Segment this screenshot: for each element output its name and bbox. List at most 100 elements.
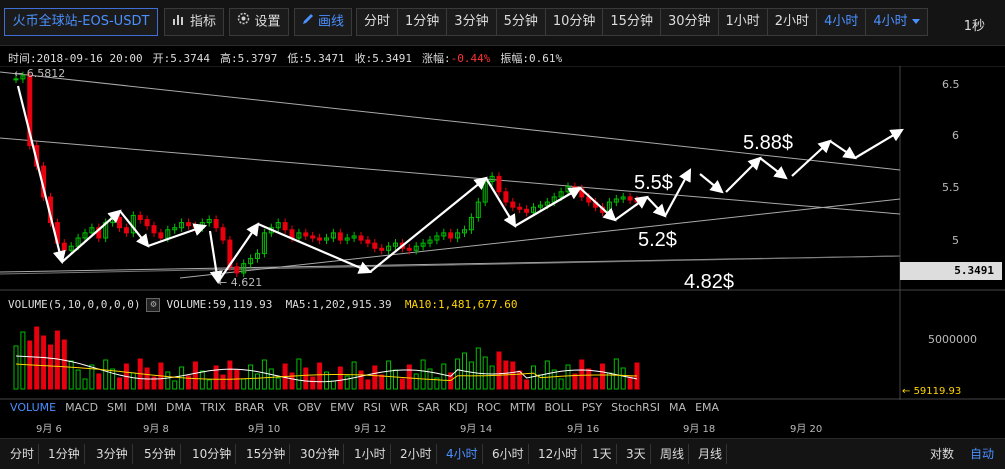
bb-4h[interactable]: 4小时: [442, 444, 483, 464]
ind-emv[interactable]: EMV: [330, 401, 355, 414]
period-1min[interactable]: 1分钟: [398, 9, 448, 35]
bb-3d[interactable]: 3天: [622, 444, 651, 464]
candle-body: [406, 247, 412, 251]
low-marker: ← 4.621: [218, 276, 262, 289]
bb-15min[interactable]: 15分钟: [242, 444, 291, 464]
ind-obv[interactable]: OBV: [297, 401, 322, 414]
bb-fenshi[interactable]: 分时: [6, 444, 40, 464]
volume-bar: [192, 361, 198, 390]
projection-arrow: [369, 176, 488, 273]
refresh-interval[interactable]: 1秒: [963, 19, 985, 34]
trend-line-rising[interactable]: [179, 198, 901, 279]
info-change-value: -0.44%: [450, 52, 491, 65]
volume-bar: [172, 380, 178, 390]
ind-sar[interactable]: SAR: [417, 401, 440, 414]
volume-bar: [48, 344, 53, 390]
settings-button[interactable]: 设置: [229, 8, 289, 36]
volume-bar: [365, 379, 371, 390]
projection-arrow: [16, 85, 66, 265]
volume-bar: [324, 371, 329, 390]
period-4h[interactable]: 4小时: [817, 9, 867, 35]
bb-3min[interactable]: 3分钟: [92, 444, 133, 464]
ind-mtm[interactable]: MTM: [509, 401, 536, 414]
volume-bar: [524, 379, 530, 390]
ind-boll[interactable]: BOLL: [544, 401, 573, 414]
ind-brar[interactable]: BRAR: [234, 401, 265, 414]
indicator-button[interactable]: 指标: [164, 8, 224, 36]
volume-bar: [199, 370, 205, 390]
trend-line-lower[interactable]: [0, 255, 901, 275]
ind-ma[interactable]: MA: [669, 401, 687, 414]
candle-body: [96, 227, 102, 239]
auto-scale-toggle[interactable]: 自动: [970, 447, 995, 461]
ind-roc[interactable]: ROC: [476, 401, 501, 414]
bb-1min[interactable]: 1分钟: [44, 444, 85, 464]
ind-dma[interactable]: DMA: [165, 401, 192, 414]
candle-body: [448, 232, 454, 239]
symbol-selector[interactable]: 火币全球站-EOS-USDT: [4, 8, 158, 36]
log-scale-toggle[interactable]: 对数: [930, 447, 955, 461]
kline-chart[interactable]: 6.5 6 5.5 5 5000000 ← 6.5812 ← 4.621 ← 5…: [0, 66, 1005, 400]
volume-bar: [496, 351, 502, 390]
period-5min[interactable]: 5分钟: [497, 9, 546, 35]
bb-12h[interactable]: 12小时: [534, 444, 583, 464]
ind-kdj[interactable]: KDJ: [448, 401, 468, 414]
bb-30min[interactable]: 30分钟: [296, 444, 345, 464]
period-3min[interactable]: 3分钟: [447, 9, 497, 35]
trend-line-mid[interactable]: [0, 137, 901, 215]
ind-smi[interactable]: SMI: [107, 401, 127, 414]
bb-10min[interactable]: 10分钟: [188, 444, 237, 464]
volume-bar: [310, 376, 316, 390]
trend-line-upper[interactable]: [0, 71, 901, 171]
projection-arrow: [829, 140, 857, 160]
candle-body: [572, 186, 578, 190]
period-30min[interactable]: 30分钟: [661, 9, 719, 35]
bb-2h[interactable]: 2小时: [396, 444, 437, 464]
period-fenshi[interactable]: 分时: [357, 9, 399, 35]
candle-body: [372, 242, 378, 249]
chart-canvas[interactable]: 6.5 6 5.5 5 5000000 ← 6.5812 ← 4.621 ← 5…: [0, 66, 1005, 400]
period-1h[interactable]: 1小时: [719, 9, 768, 35]
volume-bar: [572, 373, 578, 390]
volume-bar: [482, 356, 488, 390]
ind-stochrsi[interactable]: StochRSI: [611, 401, 661, 414]
volume-bar: [151, 376, 157, 390]
bb-6h[interactable]: 6小时: [488, 444, 529, 464]
ind-ema[interactable]: EMA: [695, 401, 720, 414]
current-price-tag: 5.3491: [900, 262, 1002, 280]
candle-body: [213, 219, 219, 229]
period-15min[interactable]: 15分钟: [603, 9, 661, 35]
projection-arrow: [664, 168, 692, 217]
ind-dmi[interactable]: DMI: [135, 401, 157, 414]
period-2h[interactable]: 2小时: [768, 9, 818, 35]
period-10min[interactable]: 10分钟: [546, 9, 604, 35]
volume-bar: [20, 331, 26, 390]
draw-line-button[interactable]: 画线: [294, 8, 352, 36]
volume-bar: [586, 368, 592, 390]
volume-bar: [275, 377, 281, 390]
gear-icon[interactable]: ⚙: [146, 298, 161, 312]
ind-vr[interactable]: VR: [273, 401, 289, 414]
ind-volume[interactable]: VOLUME: [10, 401, 57, 414]
candle-body: [462, 229, 467, 234]
ind-trix[interactable]: TRIX: [200, 401, 226, 414]
bb-5min[interactable]: 5分钟: [140, 444, 181, 464]
candle-body: [434, 235, 440, 241]
ind-psy[interactable]: PSY: [581, 401, 603, 414]
ind-wr[interactable]: WR: [389, 401, 409, 414]
bb-1d[interactable]: 1天: [588, 444, 617, 464]
volume-bar: [620, 367, 626, 390]
volume-bar: [227, 360, 233, 390]
bb-month[interactable]: 月线: [694, 444, 728, 464]
projection-arrow: [514, 186, 582, 227]
price-tick-6-5: 6.5: [942, 78, 960, 91]
period-more-dropdown[interactable]: 4小时: [866, 9, 926, 35]
ind-macd[interactable]: MACD: [65, 401, 99, 414]
candle-body: [386, 245, 392, 251]
bb-week[interactable]: 周线: [656, 444, 690, 464]
ind-rsi[interactable]: RSI: [363, 401, 381, 414]
trend-lines[interactable]: [0, 71, 901, 279]
bb-1h[interactable]: 1小时: [350, 444, 391, 464]
candle-body: [634, 199, 640, 203]
candle-body: [234, 266, 240, 274]
